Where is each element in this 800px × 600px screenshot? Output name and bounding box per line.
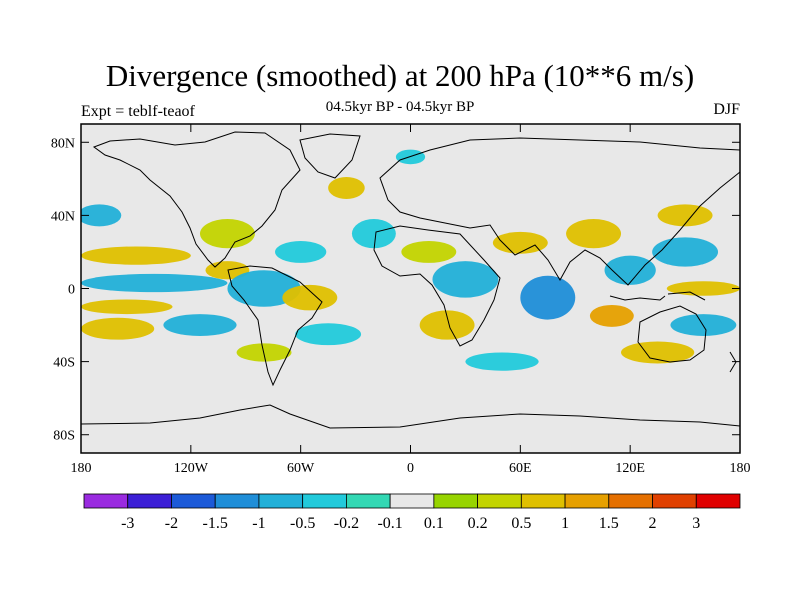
experiment-label: Expt = teblf-teaof xyxy=(81,103,195,120)
divergence-region xyxy=(419,310,475,340)
colorbar-label: -2 xyxy=(165,515,178,532)
divergence-region xyxy=(81,204,122,227)
divergence-region xyxy=(227,270,301,307)
colorbar-swatch xyxy=(127,493,172,509)
divergence-region xyxy=(351,219,396,249)
colorbar-swatch xyxy=(477,493,522,509)
divergence-region xyxy=(401,240,457,263)
coast-indonesia xyxy=(609,295,666,301)
divergence-region xyxy=(163,314,237,337)
coast-south-america xyxy=(227,265,323,387)
colorbar-swatch xyxy=(564,493,610,509)
colorbar-label: 1.5 xyxy=(599,515,619,532)
divergence-regions xyxy=(81,149,740,371)
colorbar-swatch xyxy=(389,493,435,509)
colorbar-label: -3 xyxy=(121,515,134,532)
divergence-region xyxy=(652,237,719,267)
colorbar-label: 0.2 xyxy=(468,515,488,532)
longitude-axis: 180 120W 60W 0 60E 120E 180 xyxy=(71,124,751,476)
coast-antarctica xyxy=(81,404,740,429)
season-label: DJF xyxy=(713,101,740,118)
divergence-region xyxy=(81,246,191,265)
divergence-region xyxy=(657,204,713,227)
divergence-region xyxy=(275,240,327,263)
x-tick-label: 120E xyxy=(615,461,645,476)
coast-new-guinea xyxy=(667,291,706,301)
colorbar: -3 -2 -1.5 -1 -0.5 -0.2 -0.1 0.1 0.2 0.5 1 1.5 2 3 xyxy=(83,493,741,532)
latitude-axis: 80N 40N 0 40S 80S xyxy=(51,136,740,444)
colorbar-swatch xyxy=(214,493,260,509)
y-tick-label: 80N xyxy=(51,136,75,151)
divergence-region xyxy=(566,219,622,249)
colorbar-swatch xyxy=(83,493,129,509)
y-tick-label: 40N xyxy=(51,209,75,224)
divergence-region xyxy=(295,323,362,346)
y-tick-label: 40S xyxy=(53,356,75,371)
colorbar-swatch xyxy=(520,493,566,509)
colorbar-label: -1 xyxy=(252,515,265,532)
divergence-region xyxy=(81,299,173,315)
divergence-region xyxy=(328,177,365,199)
coast-australia xyxy=(637,305,707,363)
colorbar-label: -0.2 xyxy=(334,515,359,532)
x-tick-label: 60W xyxy=(287,461,315,476)
colorbar-label: 2 xyxy=(649,515,657,532)
colorbar-label: 0.5 xyxy=(511,515,531,532)
divergence-region xyxy=(589,304,634,327)
colorbar-swatch xyxy=(433,493,479,509)
colorbar-swatch xyxy=(171,493,216,509)
divergence-region xyxy=(81,273,228,293)
period-label: 04.5kyr BP - 04.5kyr BP xyxy=(325,99,475,115)
colorbar-swatch xyxy=(302,493,347,509)
divergence-region xyxy=(465,352,539,371)
coast-africa xyxy=(373,225,501,347)
divergence-region xyxy=(81,317,155,340)
coast-greenland xyxy=(299,133,361,179)
divergence-region xyxy=(666,281,740,296)
plot-title: Divergence (smoothed) at 200 hPa (10**6 … xyxy=(105,58,695,93)
colorbar-swatch xyxy=(608,493,653,509)
coast-eurasia xyxy=(379,137,740,286)
y-tick-label: 0 xyxy=(68,283,75,298)
colorbar-swatch xyxy=(258,493,304,509)
divergence-region xyxy=(604,255,656,285)
divergence-region xyxy=(199,219,255,249)
x-tick-label: 180 xyxy=(730,461,751,476)
colorbar-swatch xyxy=(695,493,741,509)
colorbar-label: -0.1 xyxy=(377,515,402,532)
divergence-region xyxy=(282,284,338,311)
colorbar-label: 0.1 xyxy=(424,515,444,532)
colorbar-label: 3 xyxy=(692,515,700,532)
divergence-region xyxy=(520,275,576,320)
colorbar-label: 1 xyxy=(561,515,569,532)
x-tick-label: 60E xyxy=(509,461,532,476)
coastlines xyxy=(81,131,740,429)
colorbar-swatch xyxy=(345,493,391,509)
y-tick-label: 80S xyxy=(53,429,75,444)
x-tick-label: 0 xyxy=(407,461,414,476)
colorbar-label: -1.5 xyxy=(203,515,228,532)
divergence-region xyxy=(492,231,548,254)
x-tick-label: 180 xyxy=(71,461,92,476)
x-tick-label: 120W xyxy=(174,461,209,476)
divergence-region xyxy=(432,261,499,298)
colorbar-swatch xyxy=(652,493,697,509)
colorbar-label: -0.5 xyxy=(290,515,315,532)
divergence-region xyxy=(621,341,695,364)
coast-north-america xyxy=(92,131,301,268)
